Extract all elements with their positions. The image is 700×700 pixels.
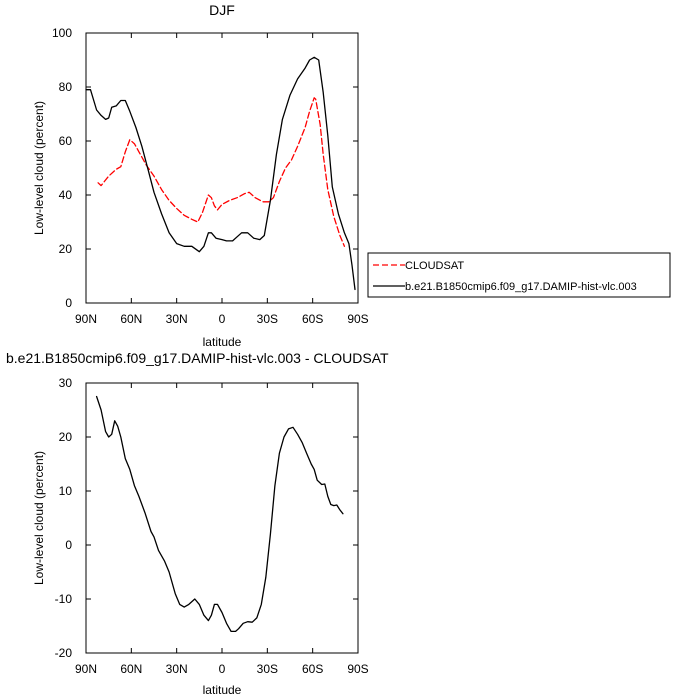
upper-panel: DJF 90N 60N 30N 0 30S 60S 90S 0 20 40 60 80 100 lati… xyxy=(32,2,369,349)
lower-chart-title: b.e21.B1850cmip6.f09_g17.DAMIP-hist-vlc.… xyxy=(6,350,389,366)
upper-plot-frame xyxy=(85,32,359,304)
legend-box xyxy=(367,252,671,298)
upper-ticks: 90N 60N 30N 0 30S 60S 90S 0 20 40 60 80 100 xyxy=(52,26,369,326)
x-tick-label: 30S xyxy=(257,312,278,326)
x-tick-label: 60S xyxy=(302,662,323,676)
upper-y-axis-label: Low-level cloud (percent) xyxy=(32,101,46,235)
y-tick-label: -20 xyxy=(55,646,73,660)
lower-ticks: 90N 60N 30N 0 30S 60S 90S -20 -10 0 10 20 30 xyxy=(55,376,369,676)
lower-panel: b.e21.B1850cmip6.f09_g17.DAMIP-hist-vlc.… xyxy=(6,350,389,697)
upper-chart-title: DJF xyxy=(209,2,235,18)
x-tick-label: 0 xyxy=(219,662,226,676)
x-tick-label: 30N xyxy=(166,312,188,326)
lower-x-axis-label: latitude xyxy=(203,683,242,697)
y-tick-label: 20 xyxy=(59,430,73,444)
y-tick-label: 30 xyxy=(59,376,73,390)
legend-label-cloudsat: CLOUDSAT xyxy=(405,260,464,272)
upper-series xyxy=(85,56,356,291)
x-tick-label: 30N xyxy=(166,662,188,676)
x-tick-label: 90N xyxy=(75,312,97,326)
x-tick-label: 90S xyxy=(347,312,368,326)
x-tick-label: 90S xyxy=(347,662,368,676)
x-tick-label: 60S xyxy=(302,312,323,326)
y-tick-label: 10 xyxy=(59,484,73,498)
x-tick-label: 60N xyxy=(120,312,142,326)
y-tick-label: 0 xyxy=(65,538,72,552)
upper-x-axis-label: latitude xyxy=(203,335,242,349)
x-tick-label: 0 xyxy=(219,312,226,326)
series-line-1 xyxy=(97,97,346,247)
series-line-2 xyxy=(85,56,356,291)
y-tick-label: 100 xyxy=(52,26,72,40)
x-tick-label: 90N xyxy=(75,662,97,676)
lower-series xyxy=(95,395,344,633)
legend-label-model: b.e21.B1850cmip6.f09_g17.DAMIP-hist-vlc.… xyxy=(405,281,637,293)
y-tick-label: 0 xyxy=(65,296,72,310)
y-tick-label: 80 xyxy=(59,80,73,94)
y-tick-label: 20 xyxy=(59,242,73,256)
y-tick-label: -10 xyxy=(55,592,73,606)
series-line-1 xyxy=(95,395,344,633)
y-tick-label: 40 xyxy=(59,188,73,202)
legend: CLOUDSAT b.e21.B1850cmip6.f09_g17.DAMIP-… xyxy=(367,252,671,298)
x-tick-label: 60N xyxy=(120,662,142,676)
x-tick-label: 30S xyxy=(257,662,278,676)
y-tick-label: 60 xyxy=(59,134,73,148)
lower-y-axis-label: Low-level cloud (percent) xyxy=(32,451,46,585)
